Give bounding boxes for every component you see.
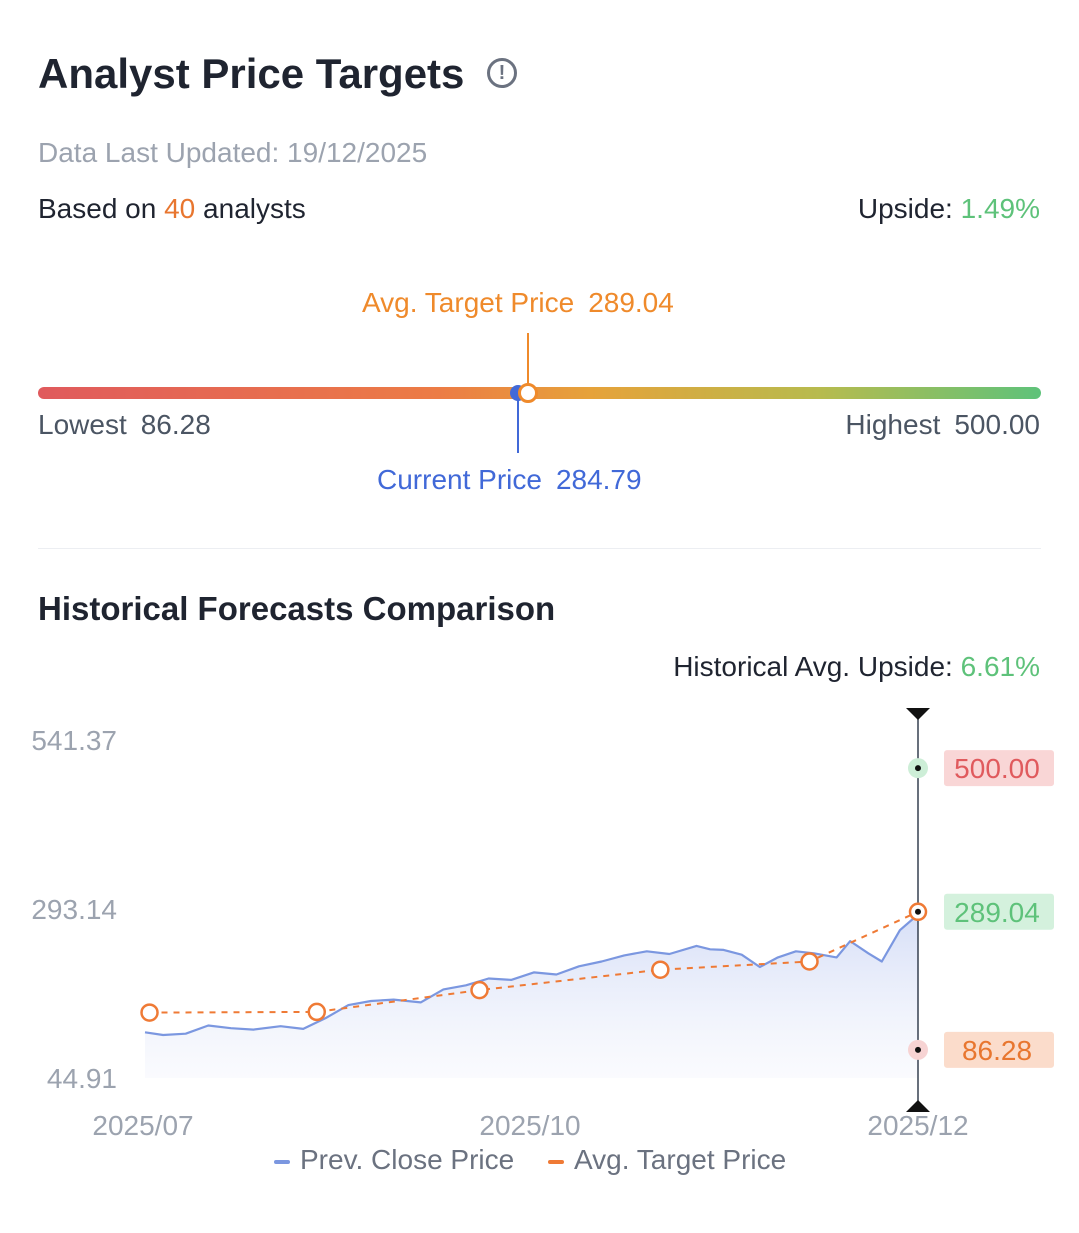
avg-target-tick xyxy=(527,333,529,391)
target-point xyxy=(140,1003,159,1022)
y-tick-label: 44.91 xyxy=(47,1063,117,1094)
marker-highest xyxy=(915,765,921,772)
marker-lowest-value: 86.28 xyxy=(962,1035,1032,1066)
historical-forecast-chart[interactable]: 541.37 293.14 44.91 2025/07 2025/10 2025/12 50… xyxy=(0,690,1079,1140)
x-tick-label: 2025/07 xyxy=(92,1110,193,1140)
data-updated-text: Data Last Updated: 19/12/2025 xyxy=(38,137,428,168)
highest-value: 500.00 xyxy=(954,409,1040,440)
analyst-count-text: Based on 40 analysts xyxy=(38,193,306,225)
upside-text: Upside: 1.49% xyxy=(858,193,1040,225)
marker-average-value: 289.04 xyxy=(954,897,1040,928)
info-icon[interactable]: ! xyxy=(487,58,517,88)
marker-lowest-badge xyxy=(944,1031,1054,1068)
target-point xyxy=(307,1002,327,1022)
marker-lowest xyxy=(915,1046,921,1053)
marker-average-dot xyxy=(915,908,921,915)
lowest-target: Lowest 86.28 xyxy=(38,409,211,441)
upside-label: Upside: xyxy=(857,193,953,224)
highest-target: Highest 500.00 xyxy=(845,409,1040,441)
historical-upside-label: Historical Avg. Upside: xyxy=(673,651,953,682)
target-swatch-icon xyxy=(548,1159,564,1164)
y-tick-label: 293.14 xyxy=(31,894,117,925)
marker-highest-value: 500.00 xyxy=(954,753,1040,784)
historical-upside-text: Historical Avg. Upside: 6.61% xyxy=(673,651,1040,683)
historical-section-title: Historical Forecasts Comparison xyxy=(38,590,556,627)
x-tick-label: 2025/12 xyxy=(867,1110,968,1140)
avg-target-label: Avg. Target Price 289.04 xyxy=(362,287,674,319)
price-area xyxy=(145,914,918,1078)
target-point xyxy=(800,952,819,971)
cursor-top-triangle xyxy=(906,708,930,720)
legend-target-label: Avg. Target Price xyxy=(574,1144,787,1175)
target-line xyxy=(149,910,919,1014)
target-point xyxy=(470,980,489,1000)
based-on-prefix: Based on xyxy=(38,193,157,224)
section-divider xyxy=(38,548,1041,549)
legend-item-price[interactable]: Prev. Close Price xyxy=(274,1144,522,1175)
current-price-tick xyxy=(517,399,519,453)
marker-highest-badge xyxy=(944,750,1054,787)
current-price-label-text: Current Price xyxy=(377,464,542,495)
price-range-bar xyxy=(38,387,1041,399)
price-swatch-icon xyxy=(274,1159,290,1164)
marker-average-badge xyxy=(944,893,1054,930)
current-price-value: 284.79 xyxy=(555,464,642,495)
x-tick-label: 2025/10 xyxy=(479,1110,580,1140)
legend-item-target[interactable]: Avg. Target Price xyxy=(548,1144,786,1175)
page-title: Analyst Price Targets xyxy=(38,50,465,97)
y-tick-label: 541.37 xyxy=(31,725,117,756)
highest-label: Highest xyxy=(845,409,941,440)
legend-price-label: Prev. Close Price xyxy=(300,1144,515,1175)
lowest-value: 86.28 xyxy=(140,409,211,440)
avg-target-label-text: Avg. Target Price xyxy=(362,287,575,318)
upside-value: 1.49% xyxy=(960,193,1040,224)
based-on-suffix: analysts xyxy=(203,193,306,224)
target-point xyxy=(651,960,670,979)
cursor-bottom-triangle xyxy=(906,1100,930,1112)
current-price-label: Current Price 284.79 xyxy=(377,464,642,496)
chart-legend: Prev. Close Price Avg. Target Price xyxy=(274,1144,786,1176)
lowest-label: Lowest xyxy=(38,409,127,440)
analyst-count: 40 xyxy=(164,193,196,224)
avg-target-marker xyxy=(518,383,538,403)
avg-target-value: 289.04 xyxy=(588,287,674,318)
historical-upside-value: 6.61% xyxy=(960,651,1040,682)
